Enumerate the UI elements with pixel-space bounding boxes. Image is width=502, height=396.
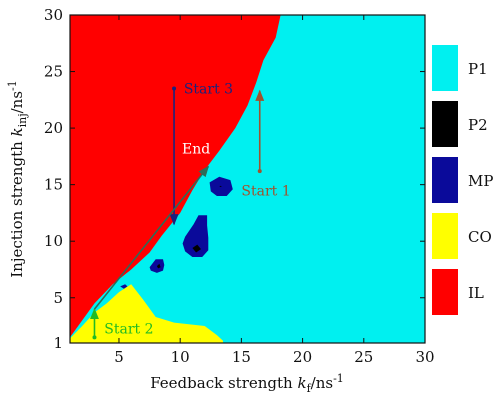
x-tick-label: 30: [415, 348, 434, 366]
trajectory-label-start-1: Start 1: [241, 183, 290, 199]
legend-label-il: IL: [468, 284, 484, 302]
annotation-end: End: [182, 141, 210, 157]
y-axis-title: Injection strength kinj/ns-1: [6, 80, 29, 278]
trajectory-start-dot: [257, 169, 262, 174]
y-tick-label: 1: [53, 334, 63, 352]
x-tick-label: 15: [232, 348, 251, 366]
x-tick-label: 25: [354, 348, 373, 366]
legend-label-co: CO: [468, 228, 492, 246]
x-tick-label: 5: [114, 348, 124, 366]
y-tick-label: 30: [44, 6, 63, 24]
x-axis-title: Feedback strength kf/ns-1: [150, 372, 344, 395]
region-il: [70, 15, 281, 338]
legend-swatch-p2: [432, 101, 458, 147]
plot-area: Start 1 Start 2 Start 3 End: [69, 14, 426, 344]
y-tick-label: 5: [53, 289, 63, 307]
y-tick-label: 20: [44, 119, 63, 137]
region-mp: [120, 284, 128, 289]
trajectory-start-dot: [172, 86, 177, 91]
y-tick-label: 10: [44, 232, 63, 250]
legend-swatch-co: [432, 213, 458, 259]
trajectory-connector: [93, 165, 210, 310]
x-tick-label: 20: [293, 348, 312, 366]
trajectory-label-start-3: Start 3: [184, 82, 233, 98]
legend-label-p2: P2: [468, 116, 488, 134]
trajectory-label-start-2: Start 2: [104, 321, 153, 337]
trajectory-start-dot: [92, 335, 97, 340]
region-co: [70, 284, 223, 343]
y-tick-label: 25: [44, 63, 63, 81]
legend-label-mp: MP: [468, 172, 493, 190]
region-mp: [182, 215, 209, 257]
region-p2: [219, 185, 222, 187]
y-tick-label: 15: [44, 176, 63, 194]
x-tick-label: 10: [171, 348, 190, 366]
legend-swatch-il: [432, 269, 458, 315]
legend-swatch-p1: [432, 45, 458, 91]
legend-label-p1: P1: [468, 60, 488, 78]
legend-swatch-mp: [432, 157, 458, 203]
region-p2: [156, 263, 161, 269]
region-p2: [192, 244, 201, 253]
legend: P1 P2 MP CO IL: [432, 45, 493, 315]
plot-frame: [69, 14, 426, 344]
